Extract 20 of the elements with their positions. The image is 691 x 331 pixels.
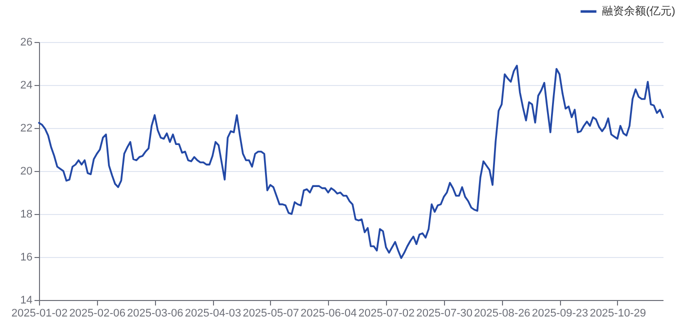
x-tick-label: 2025-06-04 bbox=[300, 308, 357, 320]
line-series bbox=[38, 64, 664, 259]
x-tick-label: 2025-08-26 bbox=[474, 308, 530, 320]
x-tick-label: 2025-07-02 bbox=[358, 308, 415, 320]
x-tick-label: 2025-09-23 bbox=[532, 308, 588, 320]
x-tick-label: 2025-05-07 bbox=[242, 308, 299, 320]
y-tick-label: 20 bbox=[20, 166, 32, 178]
y-tick-label: 16 bbox=[20, 252, 32, 264]
x-tick-label: 2025-07-30 bbox=[416, 308, 472, 320]
y-tick-label: 22 bbox=[20, 122, 32, 134]
y-tick-label: 14 bbox=[20, 294, 32, 306]
y-tick-label: 26 bbox=[20, 36, 32, 48]
y-tick-label: 18 bbox=[20, 208, 32, 220]
x-tick-label: 2025-04-03 bbox=[184, 308, 242, 320]
x-tick-label: 2025-10-29 bbox=[590, 308, 646, 320]
legend-label: 融资余额(亿元) bbox=[602, 4, 676, 18]
x-tick-label: 2025-02-06 bbox=[69, 308, 126, 320]
x-tick-label: 2025-03-06 bbox=[127, 308, 184, 320]
x-tick-label: 2025-01-02 bbox=[11, 308, 68, 320]
y-tick-label: 24 bbox=[20, 80, 32, 92]
